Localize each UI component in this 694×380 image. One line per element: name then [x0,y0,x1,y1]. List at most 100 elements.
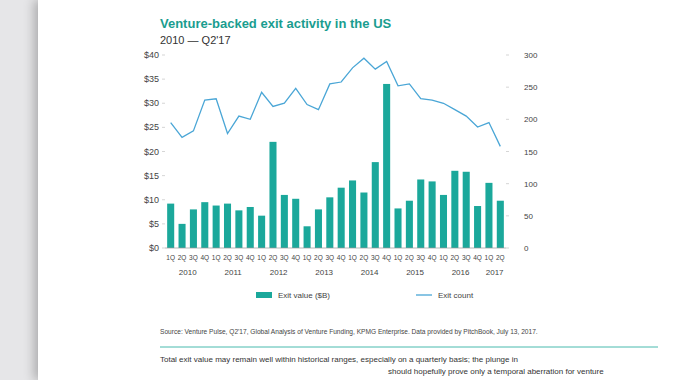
y2-tick-label: 300 [524,51,538,60]
x-tick-label: 2Q [360,254,369,262]
x-axis [165,248,506,249]
year-label: 2015 [406,268,424,277]
exit-value-bar [497,201,504,248]
y-tick-label: $40 [144,50,159,60]
y-tick-label: $25 [144,122,159,132]
x-tick-label: 3Q [189,254,198,262]
chart-svg: Venture-backed exit activity in the US20… [38,0,694,380]
year-label: 2012 [270,268,288,277]
x-tick-label: 1Q [166,254,175,262]
y-tick-label: $30 [144,98,159,108]
y-tick-label: $0 [149,243,159,253]
exit-value-bar [213,206,220,248]
x-tick-label: 1Q [439,254,448,262]
y2-tick-label: 0 [524,244,529,253]
x-tick-label: 4Q [246,254,255,262]
y-tick [162,55,165,56]
exit-value-bar [235,210,242,248]
year-label: 2016 [452,268,470,277]
legend-label: Exit count [438,291,474,300]
x-tick-label: 2Q [223,254,232,262]
x-tick-label: 1Q [257,254,266,262]
year-label: 2017 [486,268,504,277]
y2-tick-label: 200 [524,115,538,124]
paragraph-line: should hopefully prove only a temporal a… [388,367,604,376]
legend-swatch [416,294,432,295]
exit-value-bar [224,204,231,248]
year-label: 2011 [225,268,243,277]
y-tick [162,127,165,128]
exit-value-bar [440,195,447,248]
x-tick-label: 3Q [462,254,471,262]
exit-value-bar [258,216,265,248]
y2-tick-label: 150 [524,148,538,157]
y2-tick-label: 250 [524,83,538,92]
x-tick-label: 1Q [303,254,312,262]
plot-marks [167,58,504,248]
source-note: Source: Venture Pulse, Q2'17, Global Ana… [160,328,538,336]
x-tick-label: 1Q [348,254,357,262]
y2-tick [506,151,509,152]
y-tick-label: $10 [144,195,159,205]
legend-swatch [256,292,272,298]
y-tick [162,199,165,200]
exit-count-line [171,58,501,146]
exit-value-bar [190,209,197,248]
y-tick [162,175,165,176]
x-tick-label: 4Q [337,254,346,262]
x-tick-label: 1Q [394,254,403,262]
exit-value-bar [304,226,311,248]
page-sheet: Venture-backed exit activity in the US20… [38,0,694,380]
x-tick-label: 1Q [485,254,494,262]
chart-subtitle: 2010 — Q2'17 [160,34,231,46]
year-label: 2013 [315,268,333,277]
exit-value-bar [179,224,186,248]
x-tick-label: 3Q [280,254,289,262]
y2-tick-label: 100 [524,180,538,189]
x-tick-label: 4Q [200,254,209,262]
y2-tick [506,183,509,184]
exit-value-bar [269,142,276,248]
exit-value-bar [485,183,492,248]
exit-value-bar [326,197,333,248]
exit-value-bar [360,193,367,248]
exit-value-bar [281,195,288,248]
x-tick-label: 4Q [473,254,482,262]
x-tick-label: 4Q [428,254,437,262]
y-tick [162,103,165,104]
y-tick [162,79,165,80]
exit-value-bar [383,84,390,248]
y2-tick [506,119,509,120]
y2-tick [506,215,509,216]
x-tick-label: 2Q [314,254,323,262]
exit-value-bar [406,201,413,248]
x-tick-label: 4Q [382,254,391,262]
exit-value-bar [315,209,322,248]
y2-tick [506,55,509,56]
paragraph-line: Total exit value may remain well within … [160,355,518,364]
y-tick-label: $15 [144,171,159,181]
exit-value-bar [474,206,481,248]
exit-value-bar [417,179,424,248]
y-tick [162,151,165,152]
exit-value-bar [349,180,356,248]
exit-value-bar [338,188,345,248]
exit-value-bar [372,162,379,248]
exit-value-bar [394,208,401,248]
x-tick-label: 2Q [451,254,460,262]
exit-value-bar [429,181,436,248]
x-tick-label: 3Q [371,254,380,262]
year-label: 2014 [361,268,379,277]
x-tick-label: 3Q [416,254,425,262]
y-tick-label: $5 [149,219,159,229]
y2-tick-label: 50 [524,212,533,221]
x-tick-label: 3Q [325,254,334,262]
y-tick [162,248,165,249]
x-tick-label: 2Q [178,254,187,262]
x-tick-label: 2Q [269,254,278,262]
y-tick-label: $35 [144,74,159,84]
legend-label: Exit value ($B) [278,291,330,300]
year-label: 2010 [179,268,197,277]
x-tick-label: 2Q [496,254,505,262]
exit-value-bar [201,202,208,248]
